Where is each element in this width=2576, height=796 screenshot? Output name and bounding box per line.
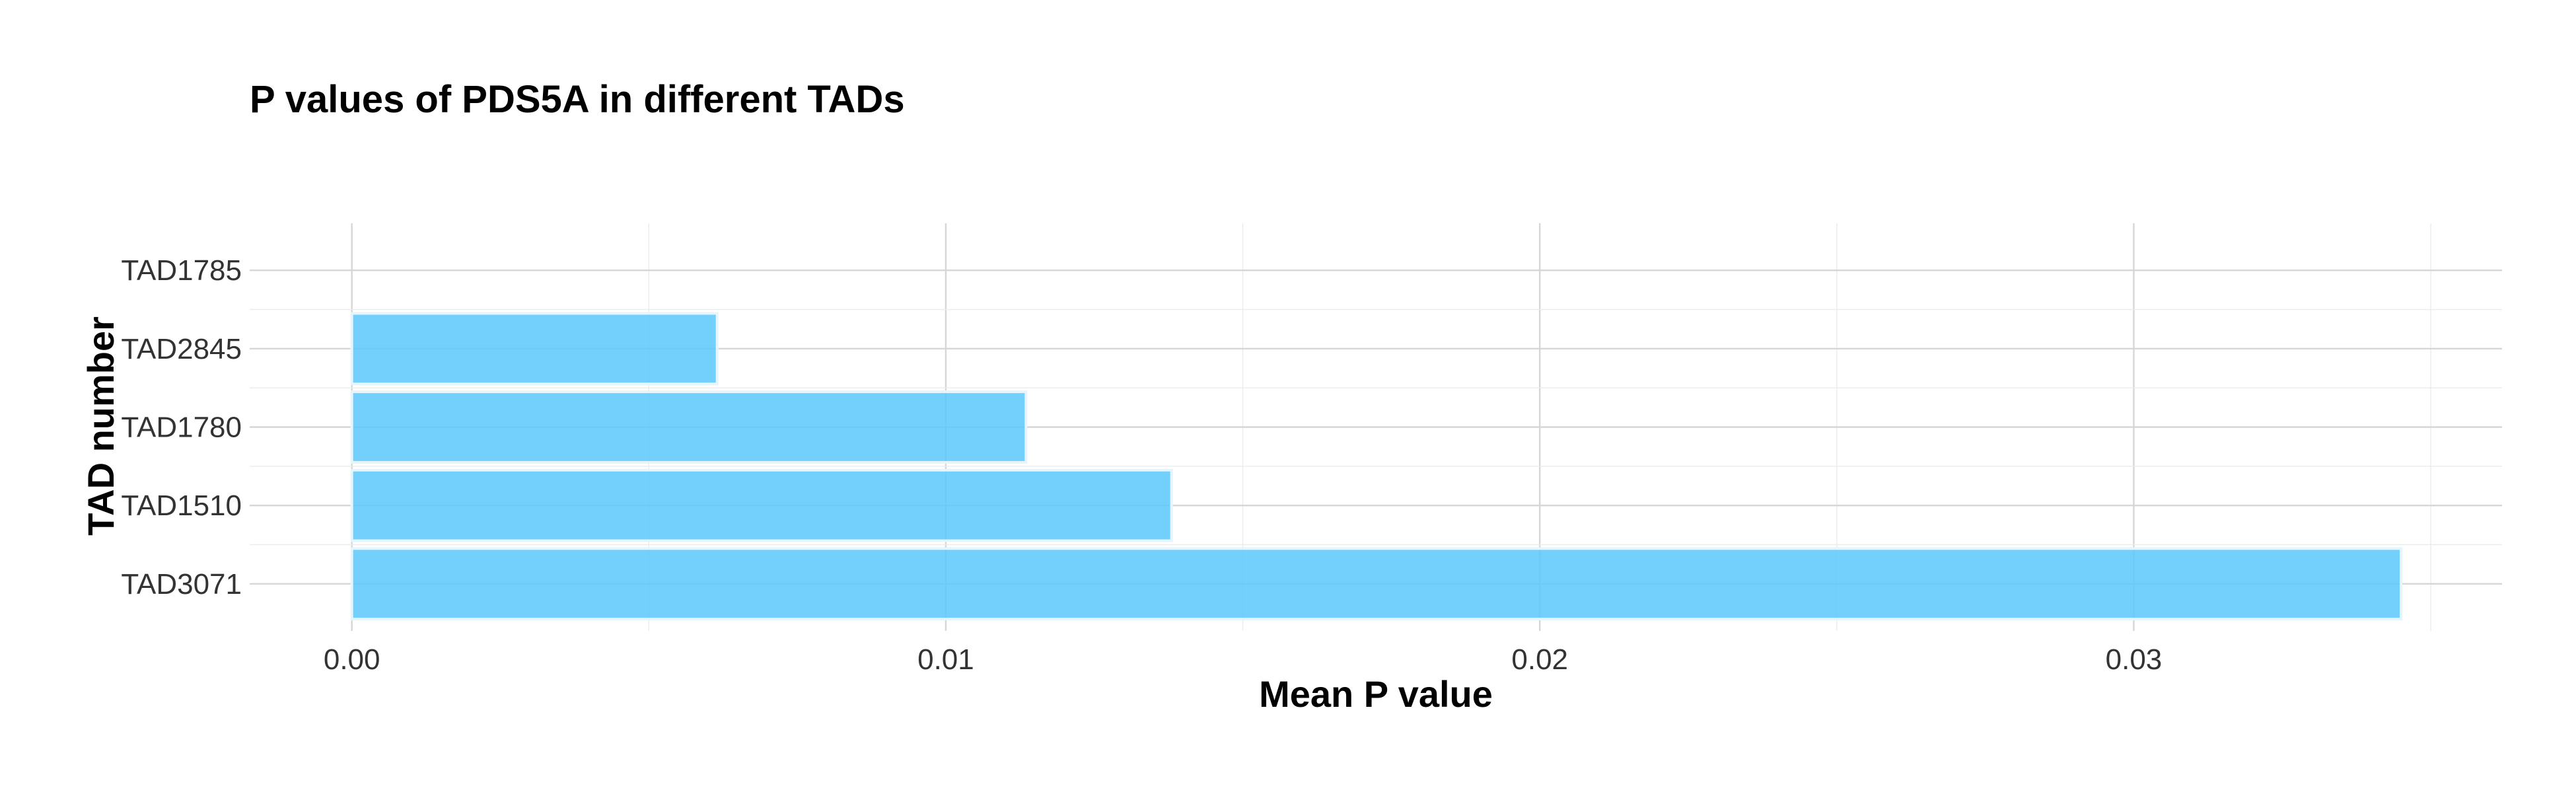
y-axis-title: TAD number [80, 316, 122, 536]
bar-tad2845 [350, 312, 719, 386]
bar-tad3071 [350, 547, 2403, 621]
x-tick-label: 0.01 [917, 643, 974, 676]
x-tick-label: 0.02 [1511, 643, 1568, 676]
bar-tad1780 [350, 390, 1028, 464]
y-tick-label: TAD2845 [121, 333, 242, 365]
y-tick-label: TAD1785 [121, 254, 242, 287]
bars [350, 312, 2403, 621]
y-tick-label: TAD3071 [121, 568, 242, 600]
chart-title: P values of PDS5A in different TADs [250, 78, 905, 121]
x-tick-label: 0.03 [2106, 643, 2163, 676]
y-tick-label: TAD1510 [121, 489, 242, 522]
y-tick-label: TAD1780 [121, 412, 242, 444]
bar-tad1510 [350, 468, 1173, 542]
tick-labels: TAD3071 TAD1510 TAD1780 TAD2845 TAD1785 0.00 0… [121, 254, 2162, 676]
x-axis-title: Mean P value [1259, 673, 1493, 715]
x-tick-label: 0.00 [324, 643, 380, 676]
